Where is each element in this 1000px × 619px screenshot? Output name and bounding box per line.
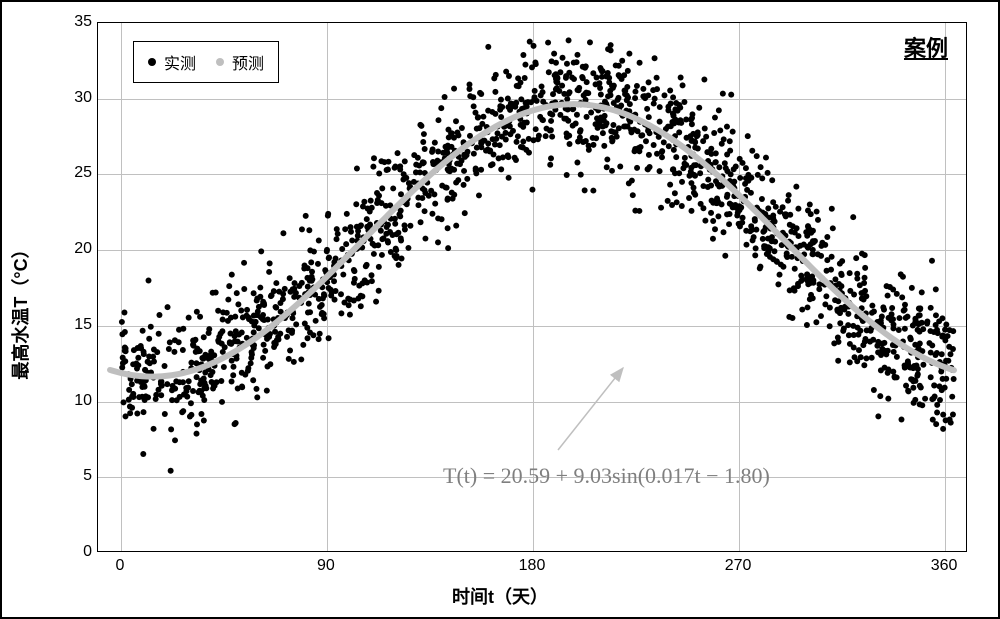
x-tick-90: 90 bbox=[306, 557, 346, 575]
y-tick-5: 5 bbox=[62, 467, 92, 485]
legend-label-measured: 实测 bbox=[164, 50, 196, 74]
y-tick-10: 10 bbox=[62, 392, 92, 410]
y-tick-35: 35 bbox=[62, 13, 92, 31]
x-tick-180: 180 bbox=[512, 557, 552, 575]
x-axis-label: 时间t（天） bbox=[452, 583, 548, 609]
y-tick-20: 20 bbox=[62, 240, 92, 258]
y-tick-30: 30 bbox=[62, 89, 92, 107]
legend-item-measured: 实测 bbox=[148, 50, 196, 74]
case-label: 案例 bbox=[904, 31, 948, 63]
y-tick-25: 25 bbox=[62, 164, 92, 182]
y-tick-0: 0 bbox=[62, 543, 92, 561]
legend-label-predicted: 预测 bbox=[232, 50, 264, 74]
equation-label: T(t) = 20.59 + 9.03sin(0.017t − 1.80) bbox=[443, 463, 770, 489]
legend-item-predicted: 预测 bbox=[216, 50, 264, 74]
legend-marker-measured bbox=[148, 58, 156, 66]
y-tick-15: 15 bbox=[62, 316, 92, 334]
x-tick-0: 0 bbox=[100, 557, 140, 575]
chart-container: 最高水温T（°C） 时间t（天） 0 5 10 15 20 25 30 35 0… bbox=[0, 0, 1000, 619]
x-tick-360: 360 bbox=[924, 557, 964, 575]
x-tick-270: 270 bbox=[718, 557, 758, 575]
y-axis-label: 最高水温T（°C） bbox=[7, 240, 33, 379]
legend-marker-predicted bbox=[216, 58, 224, 66]
legend: 实测 预测 bbox=[133, 41, 279, 83]
plot-area: 案例 T(t) = 20.59 + 9.03sin(0.017t − 1.80)… bbox=[97, 22, 967, 552]
